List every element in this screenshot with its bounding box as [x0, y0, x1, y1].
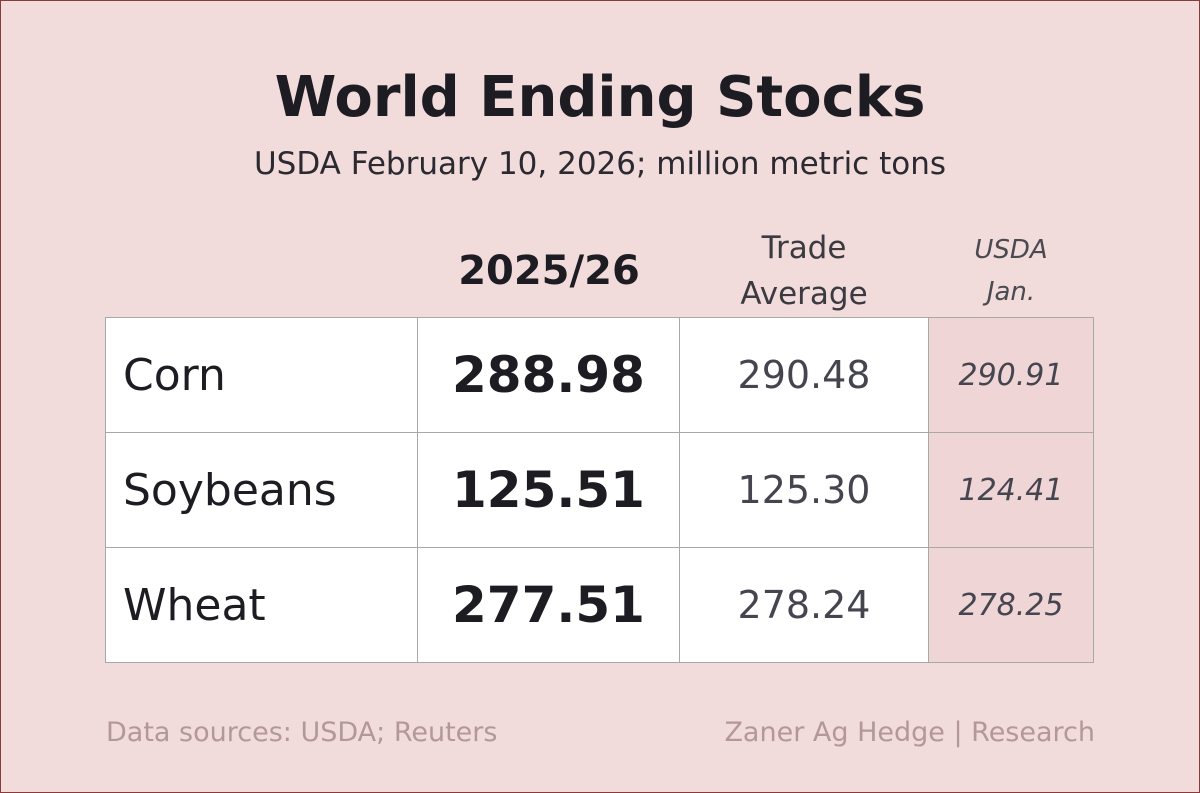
row-label: Corn: [105, 317, 418, 433]
table-cell: 290.48: [679, 317, 929, 433]
table-row: Wheat 277.51 278.24 278.25: [105, 547, 1094, 663]
title: World Ending Stocks: [274, 65, 926, 130]
source-note: Data sources: USDA; Reuters: [106, 717, 498, 748]
credit: Zaner Ag Hedge | Research: [724, 717, 1095, 748]
table-row: Soybeans 125.51 125.30 124.41: [105, 432, 1094, 548]
row-label: Wheat: [105, 547, 418, 663]
column-header: Trade Average: [740, 230, 868, 312]
table-cell: 290.91: [928, 317, 1094, 433]
table-cell: 125.51: [417, 432, 680, 548]
table-cell: 125.30: [679, 432, 929, 548]
data-table: Corn 288.98 290.48 290.91 Soybeans 125.51 125.…: [105, 317, 1094, 663]
table-cell: 288.98: [417, 317, 680, 433]
table-cell: 278.25: [928, 547, 1094, 663]
table-cell: 277.51: [417, 547, 680, 663]
table-cell: 124.41: [928, 432, 1094, 548]
column-header: 2025/26: [458, 248, 640, 294]
row-label: Soybeans: [105, 432, 418, 548]
subtitle: USDA February 10, 2026; million metric t…: [253, 146, 947, 182]
column-header: USDA Jan.: [974, 235, 1048, 307]
table-row: Corn 288.98 290.48 290.91: [105, 317, 1094, 433]
table-cell: 278.24: [679, 547, 929, 663]
